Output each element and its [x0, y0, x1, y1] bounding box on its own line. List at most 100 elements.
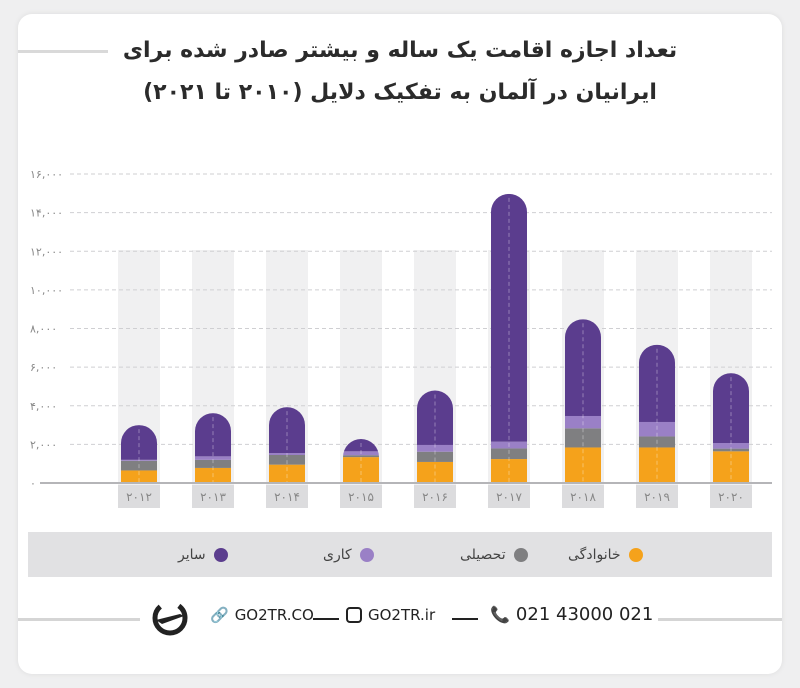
bar-segment-work: [639, 421, 675, 437]
bar-segment-other: [343, 438, 379, 452]
bar-segment-education: [565, 428, 601, 448]
bar-stack: [269, 407, 305, 483]
bar-segment-education: [343, 455, 379, 458]
bar-segment-work: [565, 415, 601, 429]
footer-rule-right: [658, 618, 782, 621]
bar-segment-work: [195, 456, 231, 460]
bar-stack: [343, 438, 379, 483]
footer: 🔗 GO2TR.CO GO2TR.ir 📞 021 43000 021: [0, 600, 800, 636]
bar-segment-education: [639, 436, 675, 448]
footer-rule-left: [18, 618, 140, 621]
legend-label-work: کاری: [323, 546, 352, 563]
legend-label-family: خانوادگی: [568, 546, 621, 563]
bar-segment-family: [121, 470, 157, 483]
x-label-background: [636, 485, 678, 508]
x-tick-label: ۲۰۱۷: [496, 490, 522, 504]
y-tick-label: ۲,۰۰۰: [30, 438, 57, 451]
y-tick-label: ۶,۰۰۰: [30, 361, 57, 374]
stacked-bar-chart: ۰ ۲,۰۰۰ ۴,۰۰۰ ۶,۰۰۰ ۸,۰۰۰ ۱۰,۰۰۰ ۱۲,۰۰۰ ۱۴,۰۰۰ ۱…: [30, 168, 772, 508]
bar-segment-education: [417, 451, 453, 462]
bar-segment-work: [343, 451, 379, 456]
title-line-1: تعداد اجازه اقامت یک ساله و بیشتر صادر ش…: [122, 38, 678, 63]
y-tick-label: ۱۰,۰۰۰: [30, 284, 63, 297]
x-tick-label: ۲۰۱۳: [200, 490, 226, 504]
bar-segment-family: [491, 459, 527, 483]
bar-stack: [491, 193, 527, 483]
legend: سایر کاری تحصیلی خانوادگی: [28, 532, 772, 577]
bar-segment-other: [639, 344, 675, 422]
bar-segment-other: [491, 193, 527, 442]
x-tick-label: ۲۰۱۸: [570, 490, 596, 504]
bar-segment-family: [417, 461, 453, 483]
bar-segment-other: [195, 413, 231, 457]
x-tick-label: ۲۰۱۴: [274, 490, 300, 504]
y-tick-label: ۱۲,۰۰۰: [30, 245, 63, 258]
link-icon: 🔗: [210, 606, 229, 624]
y-tick-label: ۸,۰۰۰: [30, 323, 57, 336]
x-tick-label: ۲۰۱۲: [126, 490, 152, 504]
bar-segment-other: [417, 390, 453, 445]
bar-segment-work: [713, 443, 749, 449]
bar-segment-other: [713, 373, 749, 444]
chart-title: تعداد اجازه اقامت یک ساله و بیشتر صادر ش…: [40, 30, 760, 114]
title-rule-left: [18, 50, 108, 53]
x-label-background: [266, 485, 308, 508]
legend-swatch-family: [628, 547, 643, 562]
separator: [313, 618, 339, 620]
legend-item-family: خانوادگی: [568, 532, 643, 577]
x-tick-label: ۲۰۱۹: [644, 490, 670, 504]
bar-segment-education: [713, 448, 749, 452]
website-link[interactable]: 🔗 GO2TR.CO: [210, 606, 314, 624]
x-label-background: [488, 485, 530, 508]
legend-item-education: تحصیلی: [460, 532, 528, 577]
y-tick-label: ۱۴,۰۰۰: [30, 207, 63, 220]
instagram-icon: [346, 607, 362, 623]
y-tick-label: ۰: [30, 477, 36, 490]
x-tick-label: ۲۰۱۶: [422, 490, 448, 504]
bar-segment-work: [121, 459, 157, 461]
phone-icon: 📞: [490, 605, 510, 624]
legend-item-other: سایر: [178, 532, 228, 577]
legend-swatch-other: [213, 547, 228, 562]
y-tick-label: ۱۶,۰۰۰: [30, 168, 63, 181]
legend-item-work: کاری: [323, 532, 374, 577]
x-label-background: [562, 485, 604, 508]
legend-swatch-work: [359, 547, 374, 562]
bar-segment-other: [565, 319, 601, 416]
brand-logo: [150, 600, 190, 636]
bar-stack: [713, 373, 749, 483]
bar-segment-family: [565, 447, 601, 483]
bar-segment-family: [343, 457, 379, 483]
bar-segment-family: [269, 464, 305, 483]
phone-link[interactable]: 📞 021 43000 021: [490, 604, 654, 625]
legend-label-education: تحصیلی: [460, 546, 506, 563]
bar-stack: [639, 344, 675, 483]
x-label-background: [118, 485, 160, 508]
legend-swatch-education: [513, 547, 528, 562]
title-line-2: ایرانیان در آلمان به تفکیک دلایل (۲۰۱۰ ت…: [143, 80, 657, 105]
bar-segment-other: [269, 407, 305, 454]
bar-segment-family: [639, 447, 675, 483]
bar-segment-education: [195, 459, 231, 468]
separator: [452, 618, 478, 620]
bar-segment-other: [121, 425, 157, 460]
bar-stack: [417, 390, 453, 483]
bar-stack: [565, 319, 601, 483]
bar-segment-family: [713, 451, 749, 483]
x-label-background: [710, 485, 752, 508]
bar-segment-education: [121, 460, 157, 471]
bar-segment-work: [269, 453, 305, 455]
instagram-link[interactable]: GO2TR.ir: [346, 606, 435, 624]
bar-segment-education: [269, 454, 305, 465]
x-tick-label: ۲۰۲۰: [718, 490, 744, 504]
bar-stack: [121, 425, 157, 483]
bar-segment-education: [491, 448, 527, 460]
y-tick-label: ۴,۰۰۰: [30, 400, 57, 413]
legend-label-other: سایر: [178, 546, 206, 563]
bar-segment-work: [417, 444, 453, 452]
bar-segment-family: [195, 467, 231, 483]
x-label-background: [192, 485, 234, 508]
bar-stack: [195, 413, 231, 483]
x-tick-label: ۲۰۱۵: [348, 490, 374, 504]
bar-segment-work: [491, 441, 527, 449]
